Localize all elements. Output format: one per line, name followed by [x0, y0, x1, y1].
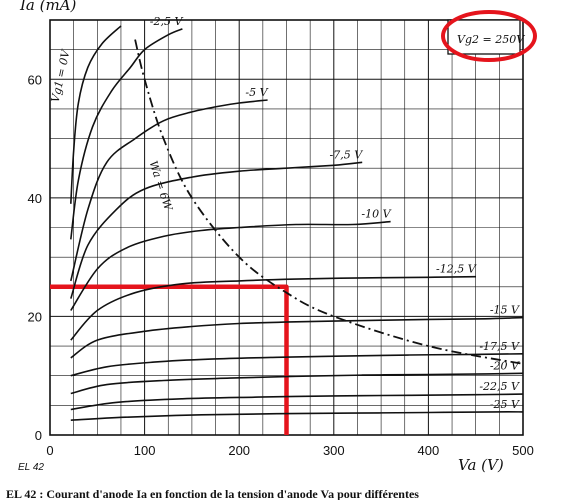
x-tick-label: 100 [134, 443, 156, 458]
series-label: -20 V [490, 359, 520, 372]
x-tick-label: 0 [46, 443, 53, 458]
series-label: -15 V [490, 304, 520, 317]
red-annotation [50, 284, 289, 435]
series-label: -25 V [490, 398, 520, 411]
series-line [70, 99, 268, 282]
series-label: -2,5 V [150, 15, 184, 28]
series-line [70, 316, 524, 359]
series-line [70, 25, 122, 204]
figure-caption: EL 42 : Courant d'anode Ia en fonction d… [6, 487, 419, 500]
series-line [70, 28, 183, 240]
x-tick-label: 200 [228, 443, 250, 458]
series-line [70, 161, 363, 299]
x-axis-label: Va (V) [458, 456, 504, 474]
y-tick-label: 0 [35, 428, 42, 443]
y-axis-label: Ia (mA) [19, 0, 77, 14]
series-line [70, 353, 524, 377]
series-label: -10 V [361, 208, 391, 221]
y-tick-label: 60 [28, 72, 42, 87]
power-dissipation-curve: Wa = 6W [134, 39, 524, 365]
x-tick-label: 400 [418, 443, 440, 458]
x-tick-label: 500 [512, 443, 534, 458]
series-line [70, 393, 524, 411]
parameter-box-text: Vg2 = 250V [457, 33, 525, 46]
series-line [70, 220, 391, 311]
red-circle-annotation [441, 10, 537, 62]
tube-label: EL 42 [18, 462, 44, 473]
series-line [70, 275, 476, 341]
series-label: -22,5 V [479, 380, 520, 393]
series-line [70, 372, 524, 395]
power-curve-line [134, 39, 524, 365]
plate-curves [70, 25, 524, 421]
series-label: -17,5 V [479, 340, 520, 353]
x-tick-label: 300 [323, 443, 345, 458]
y-tick-label: 40 [28, 191, 42, 206]
series-label: -7,5 V [330, 148, 364, 161]
series-label: -5 V [245, 86, 268, 99]
axis-ticks: 0 100 200 300 400 500 0 20 40 60 [28, 72, 534, 458]
series-label: -12,5 V [436, 263, 477, 276]
parameter-box [447, 19, 521, 55]
y-tick-label: 20 [28, 309, 42, 324]
operating-point-line [50, 284, 289, 435]
series-line [70, 411, 524, 421]
series-label: Vg1 = 0V [49, 48, 73, 104]
